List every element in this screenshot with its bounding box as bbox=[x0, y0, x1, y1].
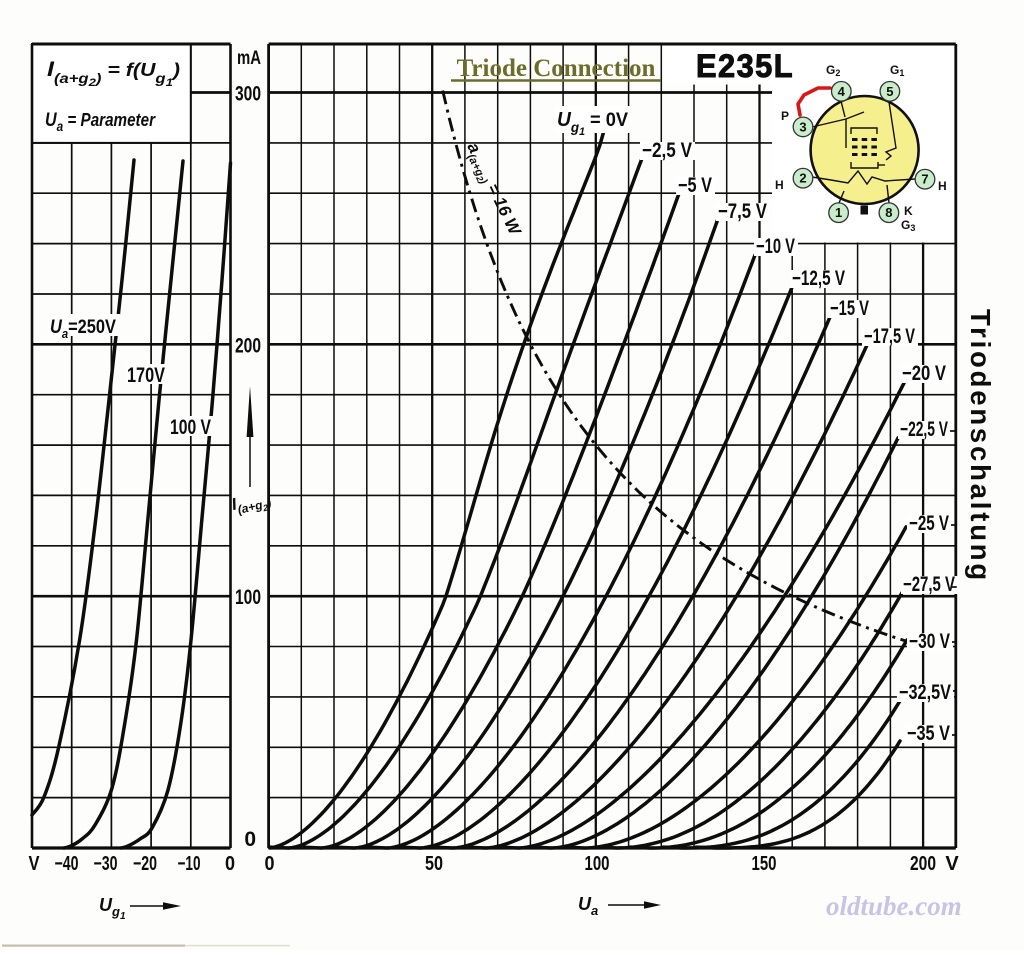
svg-text:−25 V: −25 V bbox=[909, 512, 949, 535]
svg-text:−40: −40 bbox=[55, 853, 79, 875]
svg-text:−10: −10 bbox=[178, 853, 201, 875]
svg-text:Triode Connection: Triode Connection bbox=[457, 55, 656, 82]
svg-text:−2,5 V: −2,5 V bbox=[642, 139, 692, 162]
svg-text:−10 V: −10 V bbox=[756, 235, 795, 258]
svg-text:3: 3 bbox=[799, 119, 806, 134]
svg-text:−20: −20 bbox=[133, 853, 157, 875]
svg-text:P: P bbox=[781, 109, 789, 123]
svg-text:−30 V: −30 V bbox=[909, 630, 950, 653]
svg-text:−7,5 V: −7,5 V bbox=[718, 200, 767, 223]
svg-text:E235L: E235L bbox=[696, 48, 794, 84]
svg-text:−30: −30 bbox=[94, 853, 118, 875]
svg-text:oldtube.com: oldtube.com bbox=[826, 891, 962, 921]
svg-text:H: H bbox=[938, 179, 947, 193]
svg-text:K: K bbox=[904, 204, 913, 218]
svg-text:150: 150 bbox=[752, 853, 777, 875]
svg-text:−5 V: −5 V bbox=[678, 174, 712, 197]
svg-text:100 V: 100 V bbox=[170, 416, 211, 439]
svg-text:7: 7 bbox=[921, 172, 928, 187]
svg-text:4: 4 bbox=[838, 84, 846, 99]
svg-text:−27,5 V: −27,5 V bbox=[903, 573, 955, 596]
svg-text:−22,5 V: −22,5 V bbox=[900, 418, 948, 441]
svg-text:170V: 170V bbox=[127, 364, 165, 387]
svg-text:5: 5 bbox=[886, 84, 893, 99]
svg-text:0: 0 bbox=[225, 853, 235, 875]
svg-text:1: 1 bbox=[835, 205, 842, 220]
svg-text:−20 V: −20 V bbox=[902, 362, 946, 385]
svg-text:V: V bbox=[945, 853, 959, 875]
svg-text:100: 100 bbox=[235, 586, 261, 609]
svg-text:200: 200 bbox=[235, 334, 261, 357]
svg-text:−32,5V: −32,5V bbox=[899, 681, 951, 704]
svg-text:−15 V: −15 V bbox=[830, 297, 869, 320]
svg-text:−17,5 V: −17,5 V bbox=[864, 325, 915, 348]
svg-text:V: V bbox=[29, 853, 41, 875]
svg-text:300: 300 bbox=[235, 83, 261, 106]
svg-text:8: 8 bbox=[885, 205, 892, 220]
svg-text:50: 50 bbox=[425, 853, 443, 875]
svg-text:0: 0 bbox=[244, 828, 256, 851]
svg-text:Ua=250V: Ua=250V bbox=[50, 317, 116, 341]
svg-text:200: 200 bbox=[910, 853, 936, 875]
svg-text:2: 2 bbox=[799, 171, 806, 186]
svg-text:0: 0 bbox=[265, 853, 275, 875]
svg-text:mA: mA bbox=[237, 48, 261, 69]
svg-text:100: 100 bbox=[585, 853, 610, 875]
svg-text:Triodenschaltung: Triodenschaltung bbox=[965, 309, 996, 583]
svg-text:−12,5 V: −12,5 V bbox=[792, 267, 845, 290]
svg-text:−35 V: −35 V bbox=[907, 722, 950, 745]
svg-text:H: H bbox=[775, 178, 784, 192]
